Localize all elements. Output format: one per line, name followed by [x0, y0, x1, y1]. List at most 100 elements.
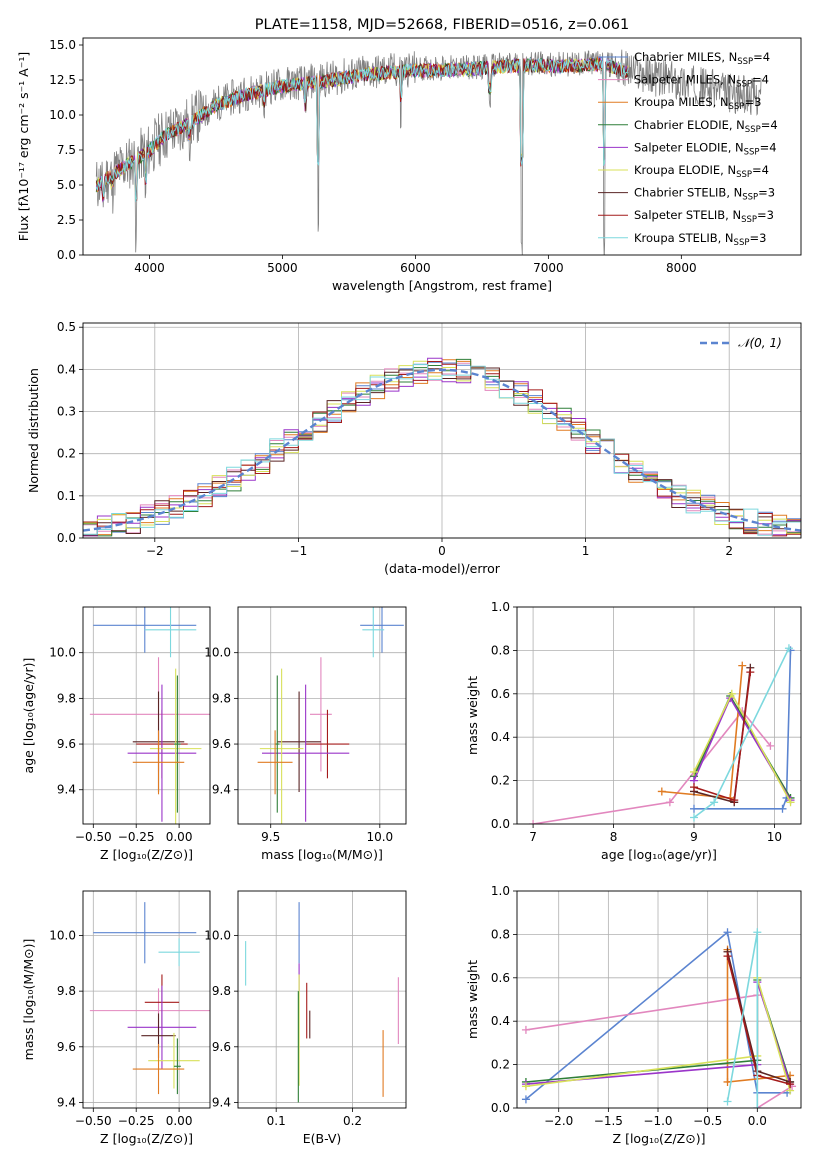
legend-count: =4	[753, 50, 770, 64]
residual-histogram	[83, 357, 801, 537]
y-tick-label: 0.8	[491, 927, 510, 941]
y-tick-label: 9.8	[212, 691, 231, 705]
legend-subscript: SSP	[736, 80, 752, 90]
legend-count: =3	[758, 186, 775, 200]
y-tick-label: 0.4	[491, 730, 510, 744]
panel-massweight-vs-age: 7 8 9 10 0.0 0.2 0.4 0.6 0.8 1.0 age [log₁₀(age/yr…	[465, 600, 802, 862]
panel-massweight-vs-Z: −2.0 −1.5 −1.0 −0.5 0.0 0.0 0.2 0.4 0.6 0.8 1.0 Z […	[465, 884, 802, 1146]
residual-histogram	[83, 360, 801, 534]
y-tick-label: 9.6	[57, 1040, 76, 1054]
mass-weight-marker	[521, 1082, 530, 1091]
residual-histogram	[83, 364, 801, 536]
plot-area	[521, 928, 797, 1108]
x-tick-label: 9	[690, 830, 698, 844]
x-tick-label: −0.5	[693, 1114, 722, 1128]
x-tick-label: 8	[610, 830, 618, 844]
y-tick-label: 1.0	[491, 600, 510, 614]
y-tick-label: 0.5	[57, 320, 76, 334]
legend-count: =3	[744, 95, 761, 109]
x-tick-label: 5000	[267, 261, 298, 275]
x-tick-label: −0.25	[118, 1114, 155, 1128]
y-tick-label: 0.2	[491, 774, 510, 788]
mass-weight-marker	[723, 928, 732, 937]
axes-frame	[82, 606, 211, 825]
legend-count: =3	[757, 208, 774, 222]
legend-entry: Kroupa ELODIE, NSSP=4	[634, 163, 769, 180]
legend-subscript: SSP	[745, 125, 761, 135]
mass-weight-marker	[766, 741, 775, 750]
y-tick-label: 7.5	[57, 143, 76, 157]
y-tick-label: 12.5	[49, 73, 76, 87]
x-tick-label: 4000	[134, 261, 165, 275]
y-tick-label: 0.1	[57, 489, 76, 503]
legend-entry: Salpeter MILES, NSSP=4	[634, 73, 769, 90]
x-axis-label: wavelength [Angstrom, rest frame]	[332, 278, 552, 293]
y-axis-label: age [log₁₀(age/yr)]	[21, 658, 36, 774]
x-tick-label: −2.0	[544, 1114, 573, 1128]
x-tick-label: −1	[290, 544, 308, 558]
x-tick-label: 0.0	[748, 1114, 767, 1128]
mass-weight-marker	[521, 1095, 530, 1104]
mass-weight-marker	[723, 952, 732, 961]
mass-weight-marker	[657, 787, 666, 796]
x-tick-label: 6000	[400, 261, 431, 275]
legend-name: Salpeter STELIB, N	[634, 208, 741, 222]
mass-weight-marker	[723, 1097, 732, 1106]
y-tick-label: 10.0	[204, 646, 231, 660]
mass-weight-marker	[689, 813, 698, 822]
y-tick-label: 9.4	[212, 1095, 231, 1109]
legend-name: Chabrier MILES, N	[634, 50, 737, 64]
axes-frame	[516, 890, 802, 1109]
y-tick-label: 0.8	[491, 643, 510, 657]
legend-name: Salpeter ELODIE, N	[634, 140, 744, 154]
legend-subscript: SSP	[742, 193, 758, 203]
residual-histogram	[83, 359, 801, 537]
mass-weight-marker	[730, 796, 739, 805]
y-axis-label: mass weight	[465, 960, 480, 1039]
plot-area	[245, 902, 399, 1103]
y-tick-label: 1.0	[491, 884, 510, 898]
mass-weight-marker	[529, 820, 538, 824]
x-axis-label: age [log₁₀(age/yr)]	[601, 847, 717, 862]
mass-weight-marker	[689, 767, 698, 776]
legend-entry: 𝒩(0, 1)	[738, 336, 782, 350]
y-tick-label: 9.8	[57, 984, 76, 998]
x-tick-label: 7	[529, 830, 537, 844]
y-tick-label: 10.0	[49, 929, 76, 943]
mass-weight-marker	[738, 661, 747, 670]
mass-weight-marker	[727, 689, 736, 698]
axes-frame	[516, 606, 802, 825]
y-tick-label: 0.2	[491, 1058, 510, 1072]
mass-weight-marker	[786, 798, 795, 807]
y-tick-label: 9.8	[212, 984, 231, 998]
y-tick-label: 10.0	[204, 929, 231, 943]
x-tick-label: 0.00	[166, 1114, 193, 1128]
y-tick-label: 9.6	[212, 1040, 231, 1054]
y-tick-label: 0.4	[57, 362, 76, 376]
legend-entry: Chabrier MILES, NSSP=4	[634, 50, 770, 67]
axes-frame	[237, 890, 407, 1109]
plot-area	[89, 607, 210, 824]
legend-count: =4	[761, 118, 778, 132]
plot-area	[83, 357, 801, 537]
mass-weight-marker	[665, 798, 674, 807]
y-tick-label: 0.2	[57, 447, 76, 461]
x-tick-label: 1	[582, 544, 590, 558]
y-axis-label: Normed distribution	[26, 368, 41, 493]
legend-subscript: SSP	[744, 147, 760, 157]
residual-histogram	[83, 362, 801, 537]
plot-area	[95, 49, 762, 255]
y-tick-label: 0.0	[491, 817, 510, 831]
axes-frame	[82, 37, 802, 256]
legend-entry: Chabrier ELODIE, NSSP=4	[634, 118, 778, 135]
legend-count: =4	[760, 140, 777, 154]
x-tick-label: −1.5	[594, 1114, 623, 1128]
y-tick-label: 9.8	[57, 691, 76, 705]
model-spectrum-line	[95, 57, 629, 202]
x-axis-label: Z [log₁₀(Z/Z⊙)]	[100, 1131, 193, 1146]
x-axis-label: Z [log₁₀(Z/Z⊙)]	[100, 847, 193, 862]
mass-weight-marker	[746, 668, 755, 677]
mass-weight-marker	[784, 644, 793, 653]
